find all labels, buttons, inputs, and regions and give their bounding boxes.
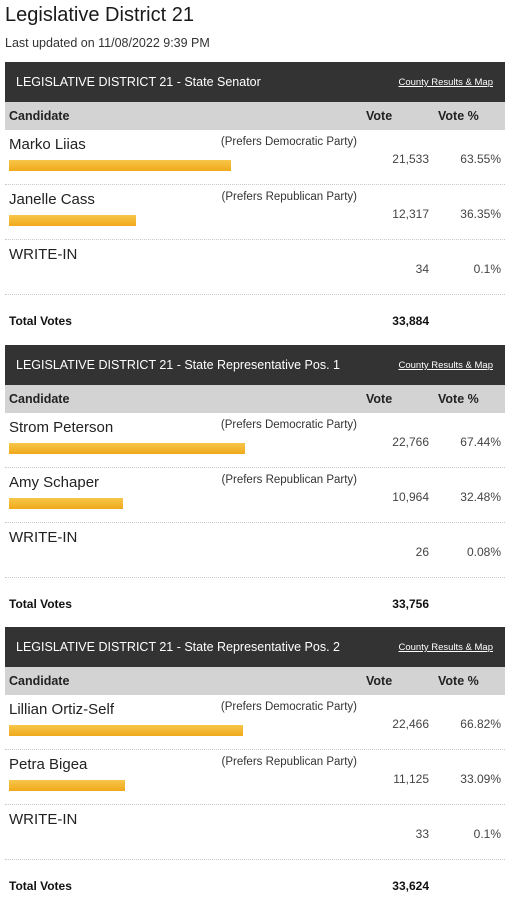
column-vote: Vote	[366, 674, 393, 688]
candidate-votes: 26	[415, 545, 429, 559]
column-candidate: Candidate	[9, 674, 70, 688]
candidate-row: Marko Liias (Prefers Democratic Party) 2…	[5, 130, 505, 185]
candidate-row: Amy Schaper (Prefers Republican Party) 1…	[5, 468, 505, 523]
vote-share-bar	[9, 780, 125, 791]
county-results-link[interactable]: County Results & Map	[398, 360, 493, 371]
total-votes: 33,756	[392, 597, 429, 611]
total-row: Total Votes 33,624	[5, 860, 505, 902]
candidate-party: (Prefers Republican Party)	[221, 191, 358, 203]
total-label: Total Votes	[9, 879, 72, 893]
column-vote-pct: Vote %	[438, 674, 479, 688]
race-title: LEGISLATIVE DISTRICT 21 - State Senator	[16, 75, 261, 89]
candidate-vote-pct: 32.48%	[460, 490, 501, 504]
candidate-row: WRITE-IN 34 0.1%	[5, 240, 505, 295]
candidate-vote-pct: 0.1%	[473, 262, 501, 276]
race-state-senator: LEGISLATIVE DISTRICT 21 - State Senator …	[5, 62, 505, 337]
vote-share-bar	[9, 215, 137, 226]
candidate-vote-pct: 63.55%	[460, 152, 501, 166]
candidate-name: WRITE-IN	[9, 811, 78, 828]
column-header-row: Candidate Vote Vote %	[5, 667, 505, 695]
last-updated: Last updated on 11/08/2022 9:39 PM	[5, 36, 210, 50]
total-row: Total Votes 33,756	[5, 578, 505, 620]
candidate-row: WRITE-IN 26 0.08%	[5, 523, 505, 578]
candidate-vote-pct: 0.1%	[473, 827, 501, 841]
candidate-party: (Prefers Democratic Party)	[220, 701, 357, 713]
race-header: LEGISLATIVE DISTRICT 21 - State Represen…	[5, 345, 505, 385]
race-state-rep-pos-1: LEGISLATIVE DISTRICT 21 - State Represen…	[5, 345, 505, 620]
candidate-votes: 21,533	[392, 152, 429, 166]
candidate-name: WRITE-IN	[9, 246, 78, 263]
candidate-vote-pct: 66.82%	[460, 717, 501, 731]
candidate-vote-pct: 67.44%	[460, 435, 501, 449]
vote-share-bar	[9, 160, 232, 171]
total-label: Total Votes	[9, 314, 72, 328]
candidate-row: WRITE-IN 33 0.1%	[5, 805, 505, 860]
page-title: Legislative District 21	[5, 4, 194, 26]
candidate-party: (Prefers Republican Party)	[221, 756, 358, 768]
candidate-name: Janelle Cass	[9, 191, 95, 208]
candidate-party: (Prefers Republican Party)	[221, 474, 358, 486]
candidate-votes: 22,766	[392, 435, 429, 449]
candidate-votes: 33	[415, 827, 429, 841]
candidate-name: Marko Liias	[9, 136, 86, 153]
race-title: LEGISLATIVE DISTRICT 21 - State Represen…	[16, 640, 340, 654]
column-header-row: Candidate Vote Vote %	[5, 385, 505, 413]
candidate-party: (Prefers Democratic Party)	[220, 136, 357, 148]
candidate-name: Strom Peterson	[9, 419, 114, 436]
candidate-vote-pct: 33.09%	[460, 772, 501, 786]
county-results-link[interactable]: County Results & Map	[398, 642, 493, 653]
candidate-row: Lillian Ortiz-Self (Prefers Democratic P…	[5, 695, 505, 750]
column-vote-pct: Vote %	[438, 109, 479, 123]
candidate-name: Petra Bigea	[9, 756, 88, 773]
county-results-link[interactable]: County Results & Map	[398, 77, 493, 88]
candidate-votes: 10,964	[392, 490, 429, 504]
candidate-votes: 12,317	[392, 207, 429, 221]
vote-share-bar	[9, 725, 243, 736]
race-header: LEGISLATIVE DISTRICT 21 - State Senator …	[5, 62, 505, 102]
candidate-votes: 11,125	[393, 772, 429, 786]
candidate-votes: 22,466	[392, 717, 429, 731]
candidate-row: Janelle Cass (Prefers Republican Party) …	[5, 185, 505, 240]
column-vote-pct: Vote %	[438, 392, 479, 406]
candidate-vote-pct: 0.08%	[466, 545, 501, 559]
race-state-rep-pos-2: LEGISLATIVE DISTRICT 21 - State Represen…	[5, 627, 505, 902]
column-candidate: Candidate	[9, 392, 70, 406]
candidate-party: (Prefers Democratic Party)	[220, 419, 357, 431]
column-vote: Vote	[366, 109, 393, 123]
candidate-name: Amy Schaper	[9, 474, 100, 491]
vote-share-bar	[9, 443, 246, 454]
total-votes: 33,624	[392, 879, 429, 893]
candidate-row: Strom Peterson (Prefers Democratic Party…	[5, 413, 505, 468]
total-label: Total Votes	[9, 597, 72, 611]
column-header-row: Candidate Vote Vote %	[5, 102, 505, 130]
column-candidate: Candidate	[9, 109, 70, 123]
candidate-votes: 34	[415, 262, 429, 276]
candidate-row: Petra Bigea (Prefers Republican Party) 1…	[5, 750, 505, 805]
total-votes: 33,884	[392, 314, 429, 328]
candidate-vote-pct: 36.35%	[460, 207, 501, 221]
column-vote: Vote	[366, 392, 393, 406]
candidate-name: WRITE-IN	[9, 529, 78, 546]
candidate-name: Lillian Ortiz-Self	[9, 701, 115, 718]
total-row: Total Votes 33,884	[5, 295, 505, 337]
race-title: LEGISLATIVE DISTRICT 21 - State Represen…	[16, 358, 340, 372]
vote-share-bar	[9, 498, 123, 509]
race-header: LEGISLATIVE DISTRICT 21 - State Represen…	[5, 627, 505, 667]
